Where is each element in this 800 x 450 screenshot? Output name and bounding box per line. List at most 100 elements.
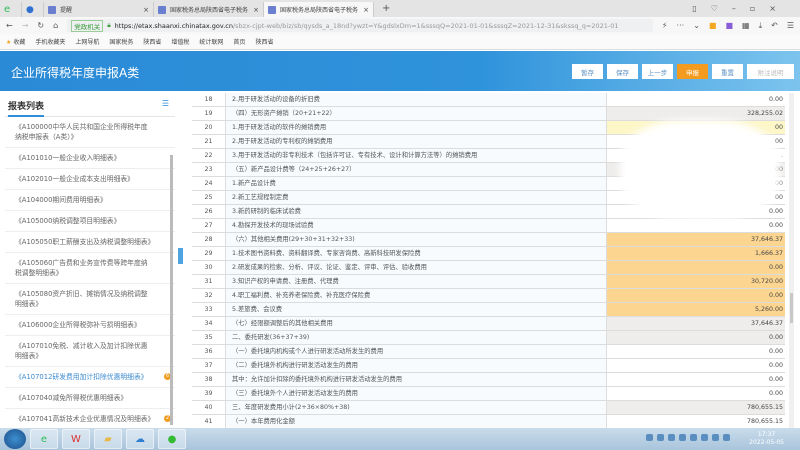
browser-tab-active[interactable]: 国家税务总局陕西省电子税务 × [264,2,374,17]
row-description: 其中：允许加计扣除的委托境外机构进行研发活动发生的费用 [226,373,607,386]
sidebar-item[interactable]: 《A107010免税、减计收入及加计扣除优惠明细表》 [5,336,175,367]
close-tab-icon[interactable]: × [363,5,369,14]
sidebar-item[interactable]: 《A107012研发费用加计扣除优惠明细表》 6 [5,367,175,388]
bookmark-item[interactable]: 统计联网 [199,39,224,46]
menu-icon[interactable]: ☰ [786,21,794,30]
row-description: 三、年度研发费用小计(2+36×80%+38) [226,401,607,414]
extension-icon[interactable]: ■ [708,21,717,30]
bookmark-item[interactable]: ★ 收藏 [6,37,25,46]
extension-icon[interactable]: ■ [725,21,734,30]
bookmark-item[interactable]: 首页 [233,39,246,46]
sidebar-item[interactable]: 《A101010一般企业收入明细表》 [5,148,175,169]
browser-tab[interactable]: 提醒 × [44,2,154,17]
sidebar-item-label: 《A104000期间费用明细表》 [15,196,107,204]
amount-cell[interactable]: 1,666.37 [607,247,785,260]
page-header: 企业所得税年度申报A类 暂存 保存 上一步 申报 重置 附注说明 [0,51,800,91]
row-number: 38 [192,373,226,386]
undo-icon[interactable]: ↶ [771,21,778,30]
system-tray[interactable] [646,434,730,441]
amount-cell[interactable]: 0.00 [768,96,783,103]
taskbar-browser-icon[interactable]: e [30,429,58,449]
shield-icon[interactable]: ● [22,2,44,17]
layers-icon[interactable]: ☰ [161,99,169,108]
row-description: 2.新工艺规程制定费 [226,191,607,204]
start-button[interactable] [4,429,26,449]
amount-cell[interactable]: 0.00 [768,390,783,397]
taskbar-folder-icon[interactable]: ▰ [94,429,122,449]
reload-icon[interactable]: ↻ [37,21,45,30]
chevron-down-icon[interactable]: ⌄ [693,21,700,30]
save-button[interactable]: 保存 [607,64,638,79]
amount-cell[interactable]: . [780,152,783,159]
lightning-icon[interactable]: ⚡︎ [661,21,668,30]
amount-cell[interactable]: 0.00 [768,208,783,215]
previous-step-button[interactable]: 上一步 [642,64,673,79]
table-scrollbar[interactable] [789,93,794,428]
row-number: 26 [192,205,226,218]
bookmark-item[interactable]: 陕西省 [255,39,274,46]
new-tab-icon[interactable]: + [382,3,391,14]
tab-label: 国家税务总局陕西省电子税务 [170,7,249,14]
close-tab-icon[interactable]: × [143,5,149,14]
sidebar-item[interactable]: 《A106000企业所得税弥补亏损明细表》 [5,315,175,336]
amount-cell[interactable]: 0.00 [768,362,783,369]
amount-cell[interactable]: 780,655.15 [746,418,783,425]
tab-icon [48,5,56,14]
sidebar-item[interactable]: 《A100000中华人民共和国企业所得税年度纳税申报表（A类）》 [5,117,175,148]
collapse-sidebar-handle[interactable] [178,248,183,264]
sidebar-item[interactable]: 《A105060广告费和业务宣传费等跨年度纳税调整明细表》 [5,253,175,284]
close-tab-icon[interactable]: × [253,5,259,14]
amount-cell[interactable]: 0.00 [768,376,783,383]
bookmark-item[interactable]: 国家税务 [109,39,134,46]
bookmark-item[interactable]: 手机收藏夹 [35,39,66,46]
taskbar-cloud-icon[interactable]: ☁ [126,429,154,449]
url-path: /sbzx-cjpt-web/biz/sb/qysds_a_18nd?ywzt=… [232,21,619,30]
sidebar-item[interactable]: 《A105080资产折旧、摊销情况及纳税调整明细表》 [5,284,175,315]
amount-cell[interactable]: 5,260.00 [607,303,785,316]
amount-cell[interactable]: 37,646.37 [607,233,785,246]
notes-button[interactable]: 附注说明 [747,64,794,79]
amount-cell: 37,646.37 [607,317,785,330]
amount-cell[interactable]: 0.00 [607,261,785,274]
sidebar-item[interactable]: 《A107041高新技术企业优惠情况及明细表》 2 [5,409,175,430]
sidebar-item[interactable]: 《A105000纳税调整项目明细表》 [5,211,175,232]
amount-cell[interactable]: 00 [774,194,783,201]
back-icon[interactable]: ← [6,21,13,30]
taskbar: e W ▰ ☁ ● 17:37 2022-05-05 [0,428,800,450]
window-controls[interactable]: ▯♡–▫× [692,4,790,13]
browser-tab[interactable]: 国家税务总局陕西省电子税务 × [154,2,264,17]
sidebar-scrollbar[interactable] [170,155,173,425]
row-description: 3.新药研制的临床试验费 [226,205,607,218]
amount-cell[interactable]: 0.00 [768,222,783,229]
row-description: （六）其他相关费用(29+30+31+32+33) [226,233,607,246]
amount-cell[interactable]: 30,720.00 [607,275,785,288]
sidebar-item[interactable]: 《A105050职工薪酬支出及纳税调整明细表》 [5,232,175,253]
sidebar-item[interactable]: 《A102010一般企业成本支出明细表》 [5,169,175,190]
amount-cell[interactable]: 0.00 [768,348,783,355]
amount-cell[interactable]: 00 [774,138,783,145]
toolbar: 暂存 保存 上一步 申报 重置 附注说明 [572,64,794,79]
taskbar-wps-icon[interactable]: W [62,429,90,449]
bookmark-item[interactable]: 陕西省 [143,39,162,46]
bookmark-item[interactable]: 增值税 [171,39,190,46]
amount-cell[interactable]: 0.00 [607,289,785,302]
sidebar-item[interactable]: 《A104000期间费用明细表》 [5,190,175,211]
row-description: （七）经限额调整后的其他相关费用 [226,317,607,330]
apps-icon[interactable]: ▦ [742,21,750,30]
browser-logo-icon[interactable]: e [0,2,22,17]
bookmark-item[interactable]: 上网导航 [75,39,100,46]
temp-save-button[interactable]: 暂存 [572,64,603,79]
clock[interactable]: 17:37 2022-05-05 [749,431,784,447]
taskbar-wechat-icon[interactable]: ● [158,429,186,449]
submit-button[interactable]: 申报 [677,64,708,79]
amount-cell: 328,255.02 [607,107,785,120]
url-input[interactable]: 党政机关 🔒︎ https://etax.shaanxi.chinatax.go… [67,19,653,32]
more-icon[interactable]: ··· [676,21,685,30]
forward-icon[interactable]: → [21,21,29,30]
sidebar-item[interactable]: 《A107040减免所得税优惠明细表》 [5,388,175,409]
home-icon[interactable]: ⌂ [53,21,59,30]
reset-button[interactable]: 重置 [712,64,743,79]
row-number: 19 [192,107,226,120]
download-icon[interactable]: ⤓ [758,20,763,30]
sidebar-item-label: 《A102010一般企业成本支出明细表》 [15,175,134,183]
